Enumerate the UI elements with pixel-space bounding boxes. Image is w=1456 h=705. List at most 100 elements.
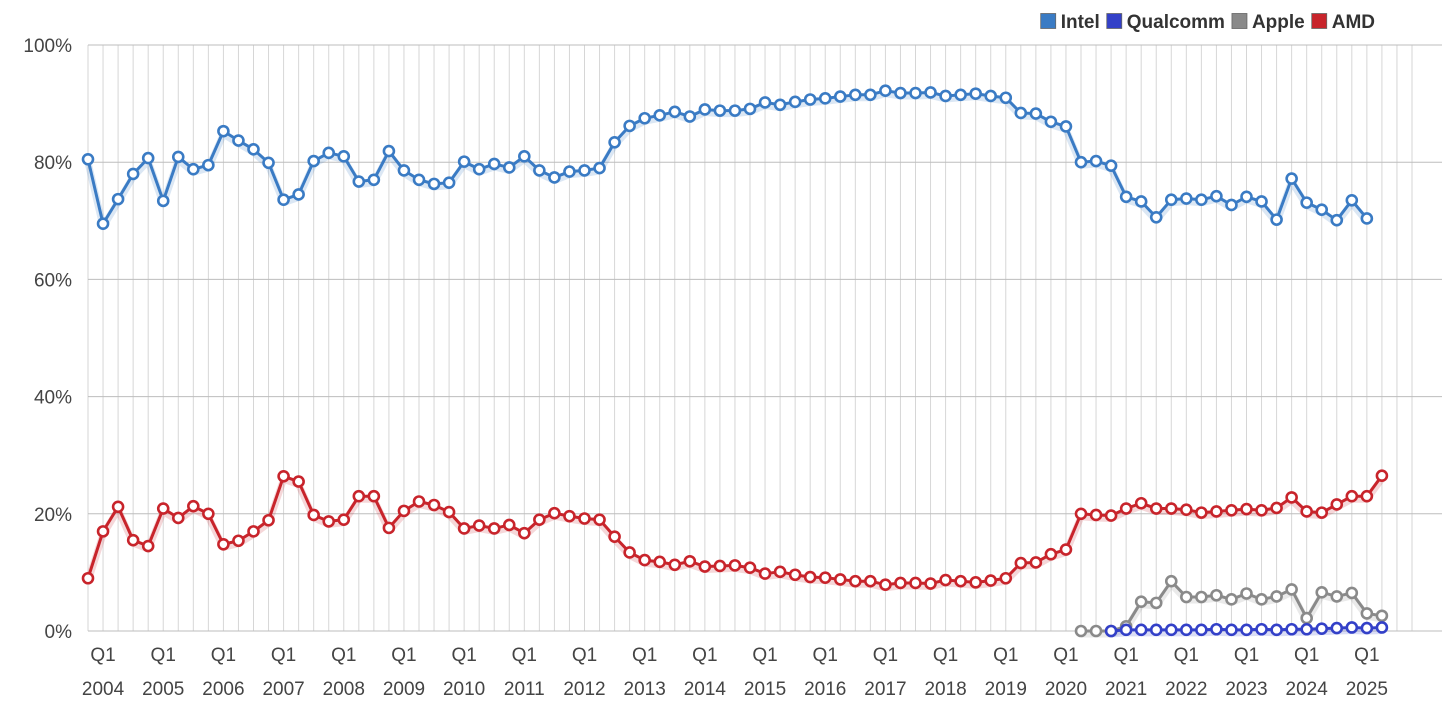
data-point-amd	[909, 576, 922, 590]
x-tick-label-quarter: Q1	[933, 645, 958, 666]
x-tick-label-year: 2004	[82, 679, 125, 700]
data-point-intel	[141, 151, 155, 165]
data-point-intel	[1285, 172, 1298, 185]
data-point-amd	[623, 546, 636, 559]
data-point-intel	[1029, 107, 1043, 120]
y-tick-label: 40%	[34, 388, 72, 409]
y-axis: 0% 20% 40% 60% 80% 100%	[23, 36, 72, 643]
data-point-intel	[683, 110, 697, 123]
data-point-intel	[156, 194, 170, 208]
data-point-apple	[1285, 583, 1298, 596]
data-point-intel	[442, 176, 456, 190]
x-tick-label-year: 2023	[1225, 679, 1267, 700]
legend-label-amd: AMD	[1332, 12, 1375, 33]
data-point-intel	[864, 88, 877, 102]
data-point-amd	[502, 518, 516, 532]
data-point-intel	[909, 86, 922, 100]
series-amd	[81, 469, 1389, 592]
data-point-amd	[758, 567, 772, 580]
x-tick-label-year: 2012	[563, 679, 605, 700]
data-point-amd	[111, 500, 125, 514]
data-point-intel	[96, 217, 110, 231]
data-point-amd	[713, 559, 727, 573]
data-point-intel	[578, 164, 591, 177]
x-tick-label-quarter: Q1	[451, 645, 476, 666]
data-point-amd	[548, 506, 561, 520]
data-point-amd	[1285, 491, 1298, 504]
x-tick-label-quarter: Q1	[873, 645, 898, 666]
data-point-amd	[1119, 502, 1133, 515]
data-point-intel	[713, 104, 727, 117]
data-point-amd	[1180, 503, 1193, 516]
data-point-amd	[96, 525, 110, 538]
data-point-apple	[1315, 586, 1329, 599]
data-point-intel	[427, 177, 441, 191]
data-point-apple	[1330, 590, 1344, 603]
data-point-intel	[894, 86, 907, 100]
data-point-amd	[232, 534, 245, 548]
data-point-amd	[217, 537, 230, 551]
x-tick-label-quarter: Q1	[632, 645, 657, 666]
data-point-intel	[818, 92, 832, 105]
data-point-amd	[698, 560, 712, 573]
data-point-amd	[1360, 489, 1374, 503]
data-point-apple	[1195, 590, 1208, 604]
data-point-intel	[472, 162, 486, 176]
x-tick-label-year: 2022	[1165, 679, 1207, 700]
x-tick-label-quarter: Q1	[752, 645, 777, 666]
legend-swatch-apple	[1231, 13, 1248, 29]
data-point-amd	[262, 513, 275, 527]
data-point-intel	[773, 98, 787, 112]
data-point-apple	[1134, 595, 1148, 609]
data-point-apple	[1345, 586, 1359, 600]
data-point-amd	[1134, 496, 1148, 510]
data-point-amd	[367, 489, 381, 503]
data-point-intel	[412, 173, 426, 187]
x-tick-label-year: 2015	[744, 679, 786, 700]
data-point-intel	[1014, 106, 1028, 120]
data-point-amd	[1345, 489, 1359, 503]
series-qualcomm	[1104, 621, 1389, 638]
data-point-intel	[1225, 198, 1238, 212]
data-point-qualcomm	[1360, 621, 1374, 635]
data-point-qualcomm	[1225, 623, 1238, 637]
data-point-intel	[1270, 213, 1283, 226]
x-tick-label-quarter: Q1	[391, 645, 416, 666]
data-point-intel	[1210, 189, 1223, 203]
data-point-qualcomm	[1180, 623, 1193, 637]
data-point-intel	[81, 152, 95, 166]
x-tick-label-year: 2020	[1045, 679, 1087, 700]
data-point-intel	[187, 162, 200, 176]
data-point-apple	[1360, 607, 1374, 620]
data-point-amd	[1330, 498, 1344, 511]
x-tick-label-year: 2018	[924, 679, 966, 700]
data-point-intel	[1360, 212, 1374, 225]
data-point-intel	[999, 91, 1013, 105]
data-point-intel	[668, 105, 682, 119]
data-point-intel	[638, 111, 651, 125]
x-tick-label-year: 2021	[1105, 679, 1147, 700]
data-point-intel	[984, 89, 998, 103]
x-tick-label-year: 2017	[864, 679, 906, 700]
data-point-apple	[1375, 609, 1389, 623]
x-tick-label-year: 2025	[1346, 679, 1388, 700]
data-point-amd	[412, 495, 426, 508]
data-point-amd	[202, 507, 215, 521]
data-point-qualcomm	[1240, 623, 1253, 637]
x-axis: Q1 2004 Q1 2005 Q1 2006 Q1 2007 Q1 2008 Q1 2009 Q1 20…	[82, 645, 1388, 700]
data-point-qualcomm	[1375, 621, 1389, 634]
data-point-qualcomm	[1134, 623, 1148, 637]
data-point-apple	[1164, 574, 1178, 588]
series-apple	[1074, 574, 1389, 638]
data-point-intel	[171, 150, 185, 164]
data-point-intel	[728, 104, 742, 117]
data-point-amd	[141, 539, 155, 553]
data-point-amd	[337, 513, 351, 526]
data-point-amd	[788, 568, 802, 582]
data-point-amd	[171, 511, 185, 525]
legend-label-intel: Intel	[1061, 12, 1100, 33]
data-point-amd	[1089, 508, 1103, 522]
data-point-apple	[1225, 593, 1238, 606]
data-point-intel	[111, 192, 125, 206]
data-point-intel	[232, 134, 245, 147]
